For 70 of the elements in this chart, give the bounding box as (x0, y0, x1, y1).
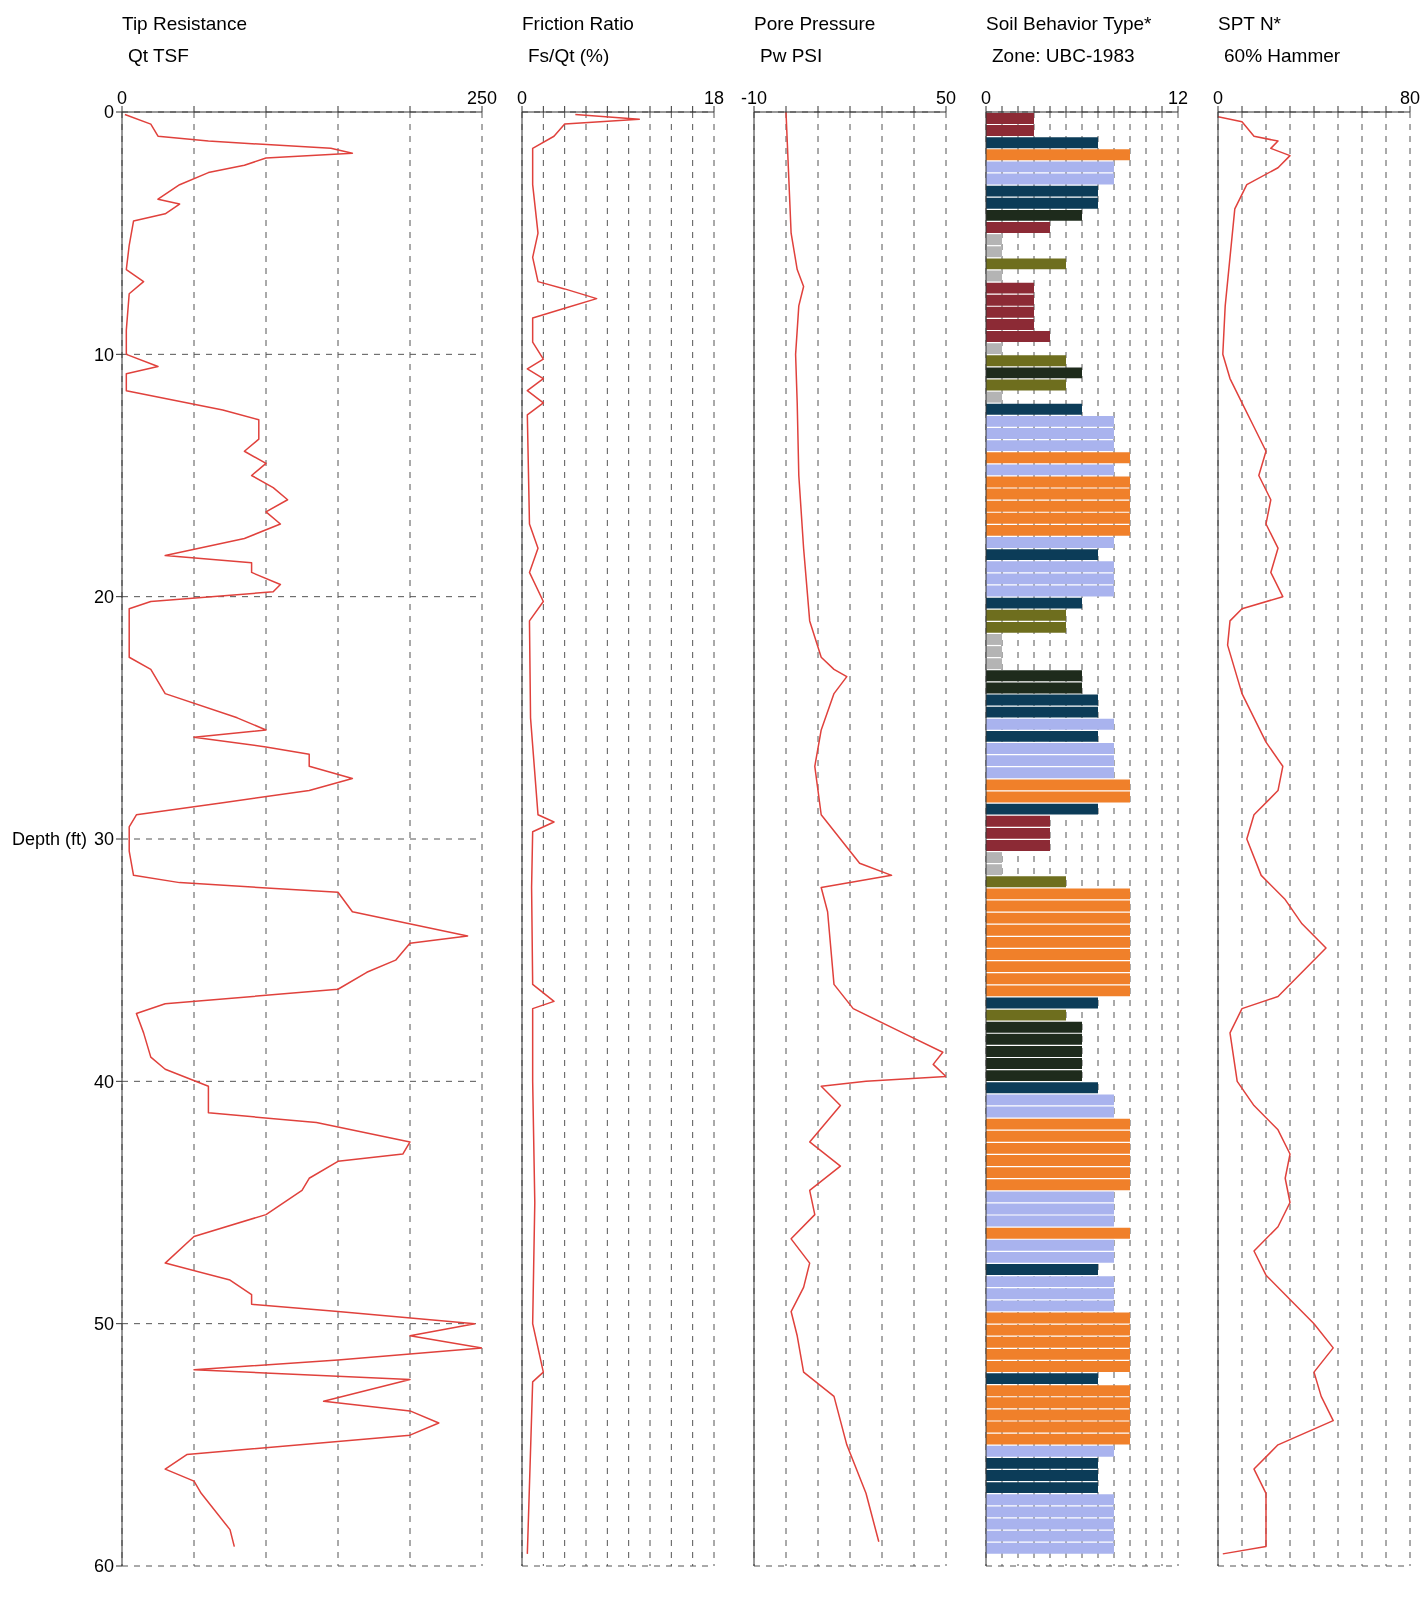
chart-subtitle: Qt TSF (127, 44, 190, 68)
bar (986, 1373, 1098, 1385)
x-tick-label: 0 (1212, 88, 1224, 108)
bar (986, 1203, 1114, 1215)
bar (986, 1312, 1130, 1324)
x-tick-label: -10 (740, 88, 768, 108)
bar (986, 1445, 1114, 1457)
bar (986, 222, 1050, 233)
bar (986, 597, 1082, 609)
bar (986, 730, 1098, 742)
bar (986, 779, 1130, 791)
chart-subtitle: Fs/Qt (%) (527, 44, 611, 68)
x-tick-label: 12 (1167, 88, 1189, 108)
bar (986, 718, 1114, 730)
y-tick-label: 10 (93, 344, 114, 365)
chart-title: Tip Resistance (122, 12, 248, 36)
chart-title: Soil Behavior Type* (986, 12, 1153, 36)
bar (986, 452, 1130, 464)
bar (986, 209, 1082, 221)
bar (986, 137, 1098, 149)
y-tick-label: 50 (93, 1314, 114, 1335)
bar (986, 161, 1114, 173)
bar (986, 1191, 1114, 1203)
bar (986, 343, 1002, 355)
x-tick-label: 50 (935, 88, 957, 108)
chart-subtitle: Zone: UBC-1983 (991, 44, 1136, 68)
bar (986, 391, 1002, 403)
x-tick-label: 0 (516, 88, 528, 108)
bar (986, 464, 1114, 476)
bar (986, 367, 1082, 379)
bar (986, 803, 1098, 815)
bar (986, 1215, 1114, 1227)
y-tick-label: 30 (93, 829, 114, 850)
x-tick-label: 250 (466, 88, 498, 108)
bar (986, 1264, 1098, 1275)
bar (986, 1009, 1066, 1021)
y-tick-label: 0 (103, 102, 114, 123)
bar (986, 888, 1130, 900)
chart-title: Pore Pressure (754, 12, 877, 36)
bar (986, 537, 1114, 548)
x-tick-label: 18 (703, 88, 725, 108)
bar (986, 379, 1066, 391)
bar (986, 1082, 1098, 1094)
bar (986, 876, 1066, 888)
y-tick-label: 20 (93, 587, 114, 608)
bar (986, 1518, 1114, 1530)
bar (986, 1227, 1130, 1239)
x-tick-label: 0 (116, 88, 128, 108)
x-tick-label: 0 (980, 88, 992, 108)
bar (986, 549, 1098, 561)
chart-title: SPT N* (1218, 12, 1282, 36)
bar (986, 258, 1066, 270)
bar (986, 997, 1098, 1009)
bar (986, 900, 1130, 912)
bar (986, 173, 1114, 185)
bar (986, 585, 1114, 597)
bar (986, 1106, 1114, 1118)
bar (986, 149, 1130, 161)
bar (986, 791, 1130, 803)
bar (986, 1094, 1114, 1106)
chart-title: Friction Ratio (522, 12, 635, 36)
y-tick-label: 60 (93, 1556, 114, 1577)
chart-subtitle: 60% Hammer (1223, 44, 1342, 68)
bar (986, 403, 1082, 415)
y-tick-label: 40 (93, 1071, 114, 1092)
bar (986, 476, 1130, 488)
x-tick-label: 80 (1399, 88, 1421, 108)
y-axis-title: Depth (ft) (12, 829, 88, 850)
chart-subtitle: Pw PSI (759, 44, 824, 68)
bar (986, 355, 1066, 367)
